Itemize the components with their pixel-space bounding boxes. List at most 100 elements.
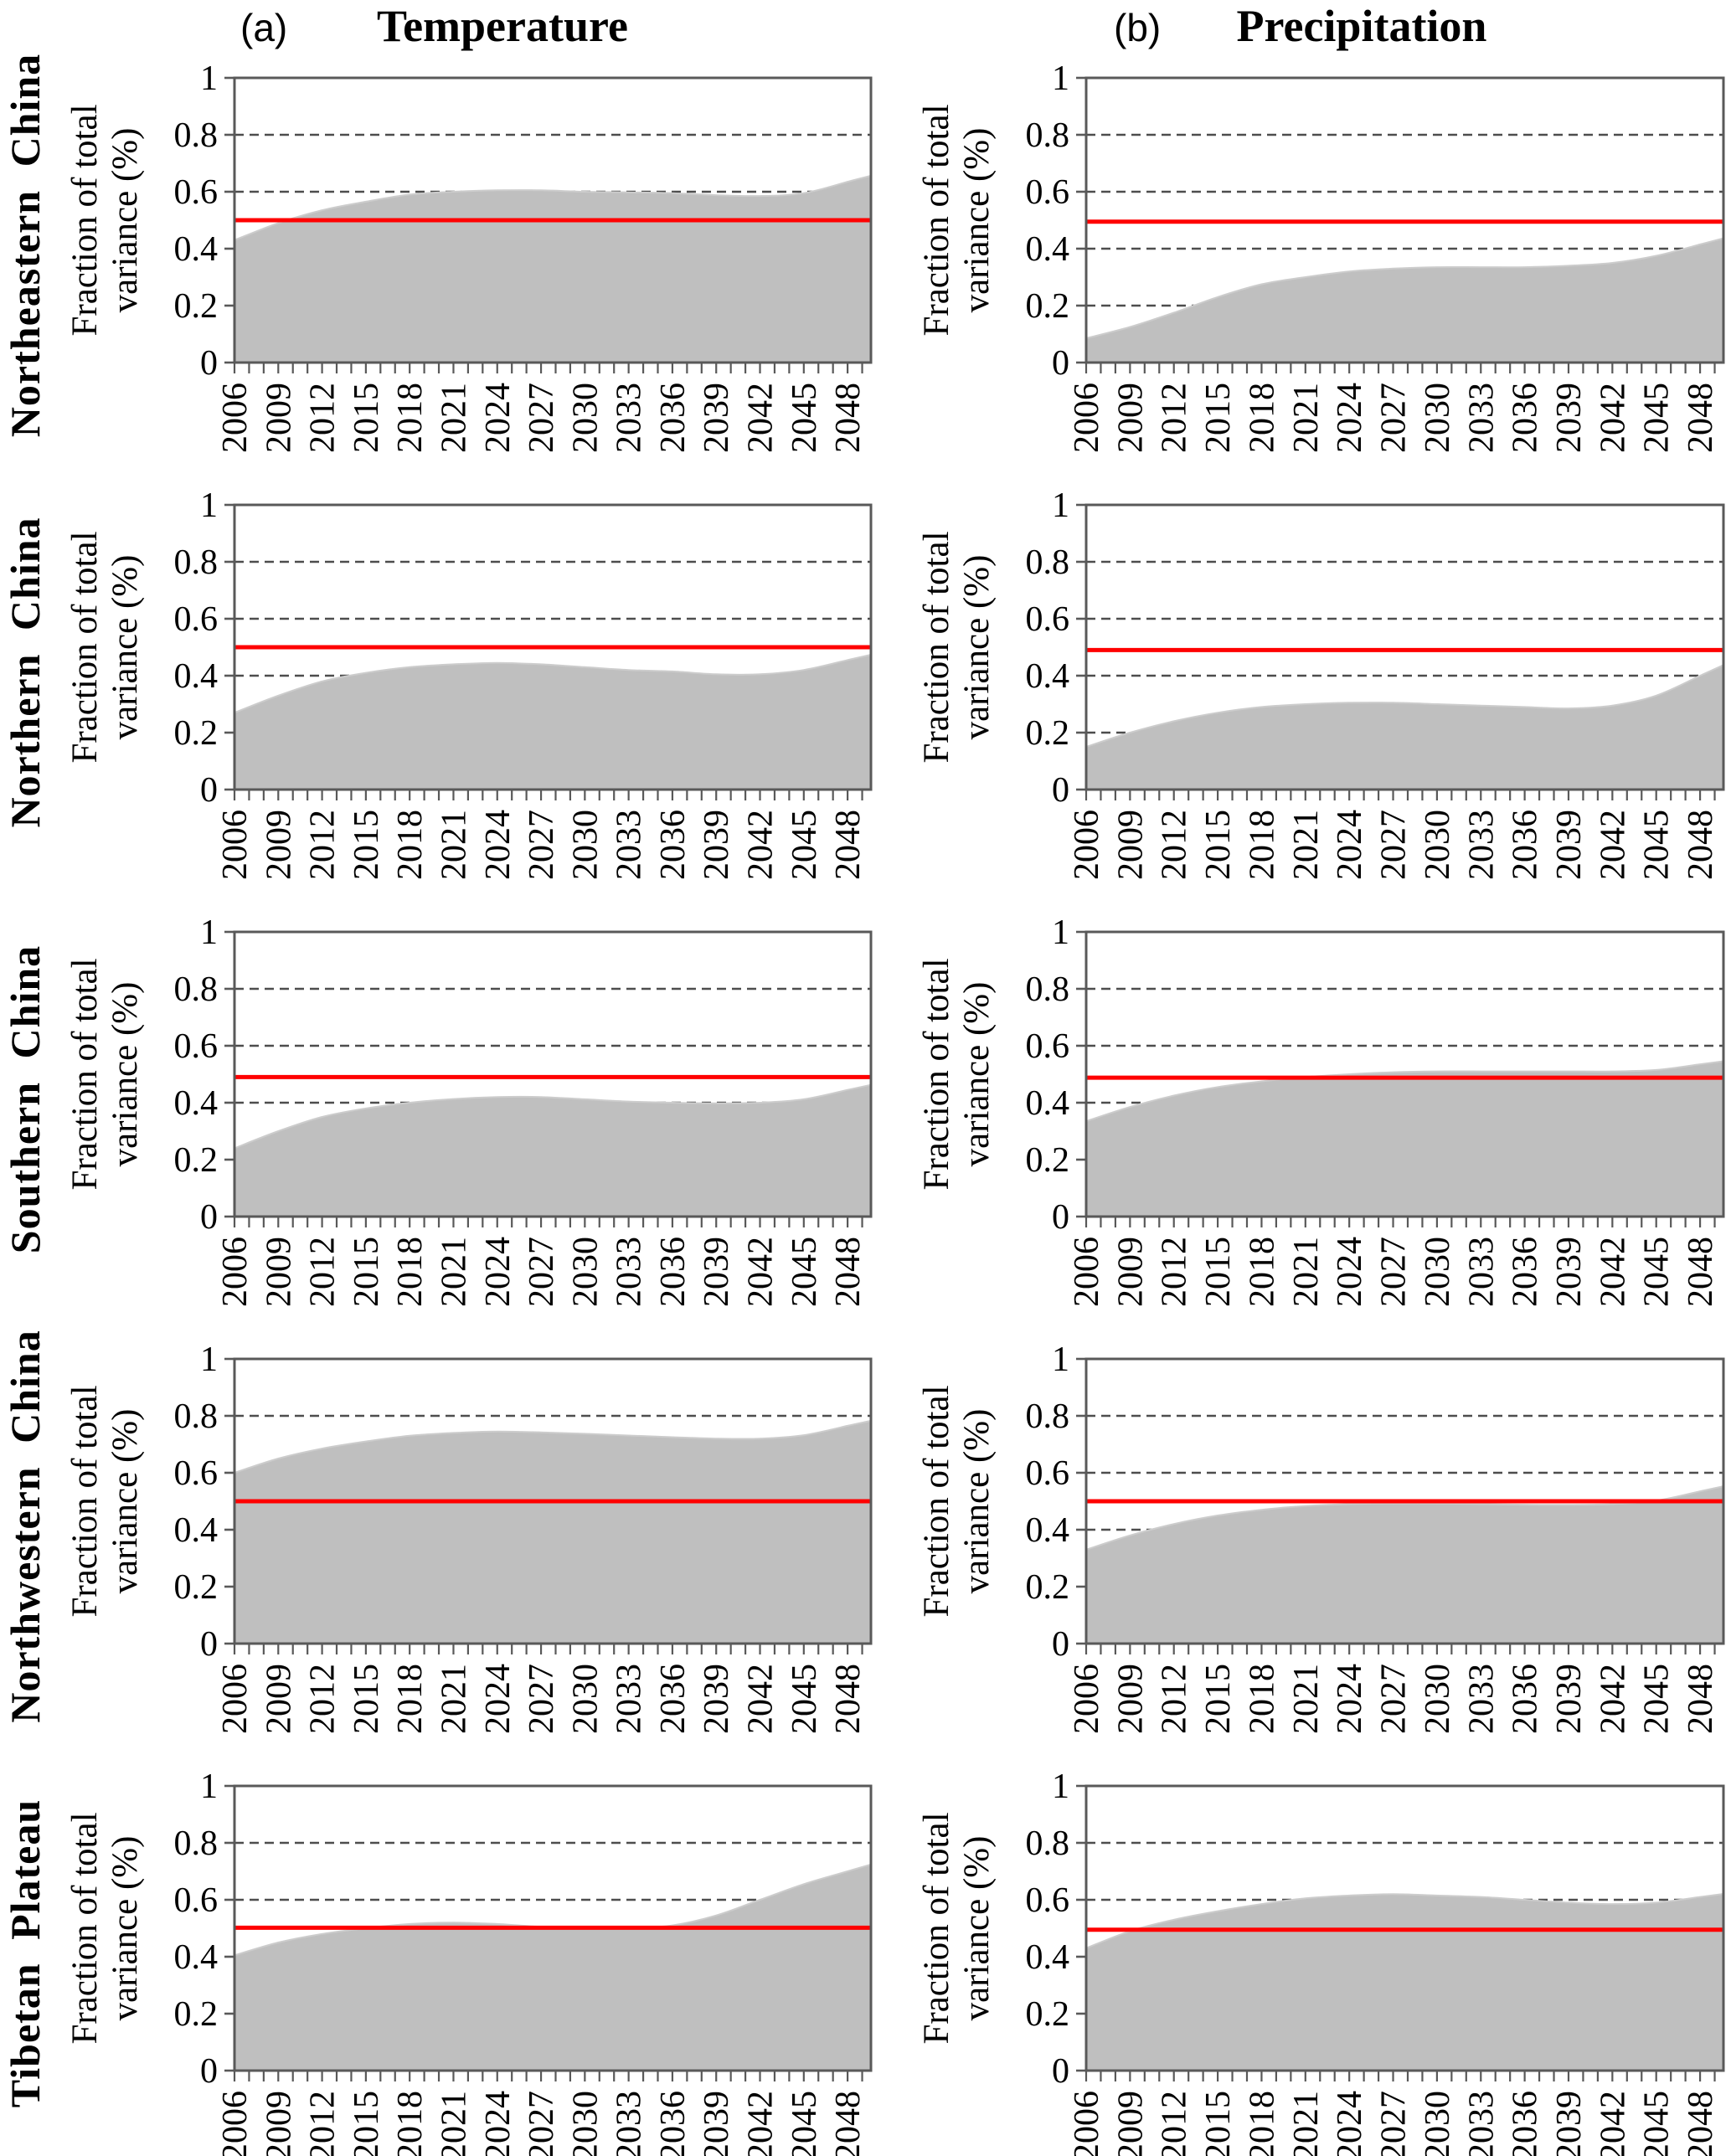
x-tick-label: 2048 [1682, 810, 1720, 880]
row-label-tibetan-plateau: Tibetan Plateau [2, 1798, 49, 2108]
y-axis-label-line2: variance (%) [106, 1409, 145, 1594]
x-tick-label: 2024 [479, 1664, 518, 1734]
y-tick-label: 0.4 [1026, 230, 1070, 269]
y-tick-label: 0.6 [174, 1454, 219, 1493]
x-tick-label: 2048 [829, 2091, 868, 2156]
x-tick-label: 2024 [1331, 2091, 1369, 2156]
x-tick-label: 2036 [654, 1237, 693, 1307]
x-tick-label: 2027 [1375, 2091, 1414, 2156]
y-tick-label: 0.2 [174, 1568, 219, 1607]
y-tick-label: 0.4 [174, 230, 219, 269]
y-axis-label-line2: variance (%) [957, 982, 997, 1167]
y-axis-label-line1: Fraction of total [65, 531, 105, 763]
x-tick-label: 2027 [523, 2091, 561, 2156]
x-tick-label: 2045 [1638, 1237, 1677, 1307]
panel-a-label: (a) [240, 6, 288, 49]
variance-area [1086, 1894, 1723, 2071]
y-tick-label: 0.4 [1026, 657, 1070, 696]
y-tick-label: 0.6 [1026, 600, 1070, 639]
y-tick-label: 1 [1052, 59, 1069, 98]
x-tick-label: 2027 [523, 1237, 561, 1307]
y-axis-label-line1: Fraction of total [917, 531, 956, 763]
y-axis-ticks: 0 0.2 0.4 0.6 0.8 1 [1026, 59, 1086, 383]
x-tick-label: 2018 [391, 810, 430, 880]
y-axis-label-line2: variance (%) [106, 1836, 145, 2021]
x-tick-label: 2018 [1243, 810, 1281, 880]
x-tick-label: 2036 [654, 383, 693, 453]
plot-border [233, 1784, 873, 2072]
variance-area-edge [1085, 237, 1724, 340]
x-tick-label: 2012 [304, 1237, 343, 1307]
x-tick-label: 2021 [435, 1237, 473, 1307]
y-axis-label-line2: variance (%) [957, 1409, 997, 1594]
x-tick-label: 2048 [1682, 383, 1720, 453]
x-tick-label: 2036 [1507, 1237, 1545, 1307]
x-tick-label: 2036 [654, 810, 693, 880]
y-tick-label: 0.4 [174, 657, 219, 696]
y-axis-label-line1: Fraction of total [917, 1385, 956, 1617]
variance-area [234, 1864, 871, 2071]
x-tick-label: 2042 [742, 810, 780, 880]
x-tick-label: 2018 [391, 1664, 430, 1734]
plot-border [233, 1357, 873, 1645]
plot-border [233, 930, 873, 1218]
x-tick-label: 2045 [1638, 810, 1677, 880]
variance-area-edge [1085, 1060, 1724, 1123]
chart-northern-china-precipitation: Fraction of total variance (%)00.20.40.60… [917, 486, 1725, 880]
y-tick-label: 1 [200, 1340, 218, 1379]
chart-northwestern-china-temperature: Fraction of total variance (%)00.20.40.60… [65, 1340, 873, 1734]
y-axis-ticks: 0 0.2 0.4 0.6 0.8 1 [1026, 486, 1086, 810]
x-tick-label: 2042 [1594, 383, 1632, 453]
x-tick-label: 2033 [1462, 1237, 1501, 1307]
plot-border [233, 76, 873, 364]
x-tick-label: 2039 [698, 2091, 736, 2156]
y-axis-label-line2: variance (%) [106, 555, 145, 740]
y-tick-label: 1 [1052, 913, 1069, 952]
row-label-northwestern-china: Northwestern China [2, 1330, 49, 1723]
y-tick-label: 0 [1052, 1625, 1069, 1664]
x-tick-label: 2039 [698, 383, 736, 453]
x-tick-label: 2042 [1594, 1237, 1632, 1307]
x-tick-label: 2015 [348, 2091, 386, 2156]
chart-northeastern-china-temperature: Fraction of total variance (%)00.20.40.60… [65, 59, 873, 453]
y-tick-label: 0 [200, 771, 218, 810]
y-tick-label: 0.2 [174, 1995, 219, 2034]
x-tick-label: 2009 [260, 810, 298, 880]
x-tick-label: 2030 [1419, 1664, 1457, 1734]
x-tick-label: 2030 [566, 1664, 605, 1734]
chart-tibetan-plateau-temperature: Fraction of total variance (%)00.20.40.60… [65, 1768, 873, 2156]
y-axis-ticks: 0 0.2 0.4 0.6 0.8 1 [174, 59, 234, 383]
variance-area [1086, 1061, 1723, 1217]
x-tick-label: 2039 [698, 1664, 736, 1734]
x-tick-label: 2015 [1199, 810, 1238, 880]
x-tick-label: 2048 [1682, 1664, 1720, 1734]
x-tick-label: 2045 [1638, 383, 1677, 453]
y-axis-label-line1: Fraction of total [65, 104, 105, 336]
y-tick-label: 0.8 [1026, 116, 1070, 155]
variance-area-edge [1085, 1485, 1724, 1551]
x-tick-label: 2006 [216, 1237, 255, 1307]
x-tick-label: 2021 [435, 383, 473, 453]
chart-northeastern-china-precipitation: Fraction of total variance (%)00.20.40.60… [917, 59, 1725, 453]
x-tick-label: 2009 [260, 1664, 298, 1734]
x-tick-label: 2021 [1287, 1237, 1326, 1307]
x-tick-label: 2033 [610, 1664, 649, 1734]
x-tick-label: 2036 [1507, 810, 1545, 880]
x-tick-label: 2021 [435, 810, 473, 880]
x-tick-label: 2015 [348, 1664, 386, 1734]
x-tick-label: 2042 [742, 1237, 780, 1307]
y-tick-label: 0.8 [174, 543, 219, 582]
x-tick-label: 2030 [566, 383, 605, 453]
x-tick-label: 2033 [610, 2091, 649, 2156]
variance-area [234, 175, 871, 363]
x-tick-label: 2009 [1111, 810, 1150, 880]
x-tick-label: 2039 [698, 810, 736, 880]
x-tick-label: 2033 [610, 383, 649, 453]
x-tick-label: 2030 [1419, 1237, 1457, 1307]
y-axis-ticks: 0 0.2 0.4 0.6 0.8 1 [174, 913, 234, 1237]
y-axis-label-line1: Fraction of total [917, 1812, 956, 2044]
plot-border [233, 503, 873, 791]
y-tick-label: 0.8 [1026, 1824, 1070, 1863]
y-tick-label: 0.8 [1026, 543, 1070, 582]
x-tick-label: 2045 [1638, 1664, 1677, 1734]
